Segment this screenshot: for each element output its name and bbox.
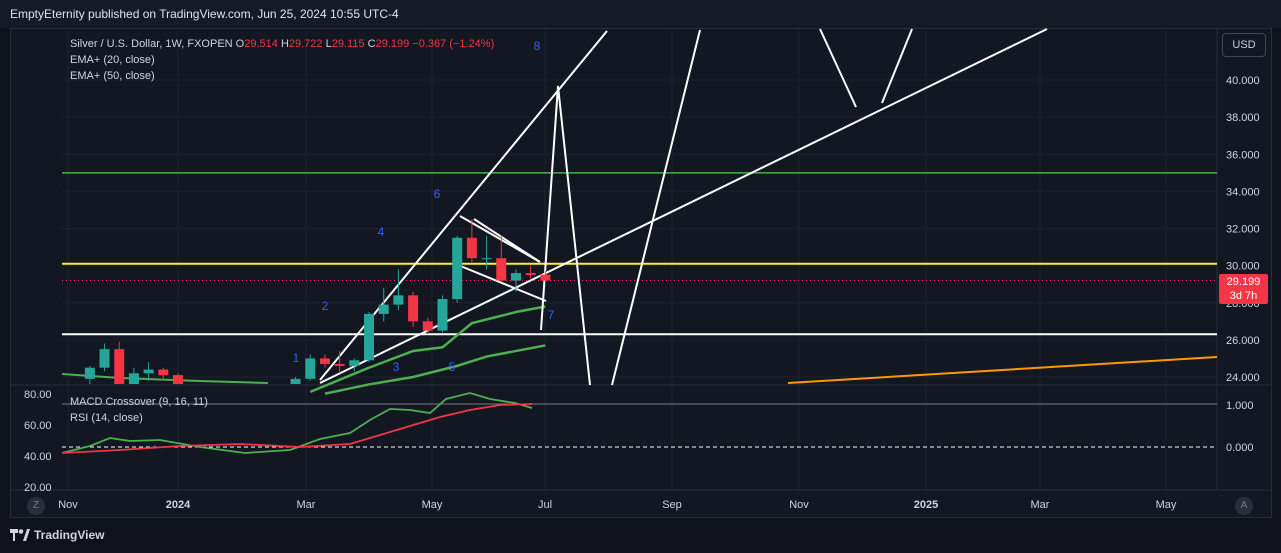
rsi-line xyxy=(61,403,533,454)
candle-body xyxy=(128,373,139,384)
price-tick-label: 34.000 xyxy=(1226,186,1260,198)
candle-body xyxy=(349,360,360,366)
candle-body xyxy=(408,295,419,322)
candle-body xyxy=(99,349,110,368)
candle-body xyxy=(84,367,95,379)
time-tick-label: Nov xyxy=(789,499,809,511)
rsi-tick-label: 80.00 xyxy=(24,389,52,401)
legend-change: −0.367 (−1.24%) xyxy=(412,38,495,50)
wave-label-6: 6 xyxy=(434,187,441,201)
tradingview-logo[interactable]: TradingView xyxy=(10,528,104,542)
time-tick-label: Nov xyxy=(58,499,78,511)
candle-body xyxy=(496,258,507,281)
price-tick-label: 24.000 xyxy=(1226,372,1260,384)
legend-open-label: O xyxy=(235,38,245,50)
time-tick-label: 2025 xyxy=(914,499,938,511)
price-tick-label: 40.000 xyxy=(1226,75,1260,87)
legend-ema-20[interactable]: EMA+ (20, close) xyxy=(70,54,155,66)
wave-label-5: 5 xyxy=(449,360,456,374)
rsi-tick-label: 60.00 xyxy=(24,420,52,432)
legend-close-value: 29.199 xyxy=(375,38,410,50)
time-tick-label: May xyxy=(1156,499,1177,511)
candle-body xyxy=(290,378,301,384)
candle-body xyxy=(510,273,521,281)
projection-spike-left xyxy=(540,85,591,386)
wave-label-2: 2 xyxy=(322,299,329,313)
rsi-tick-label: 40.00 xyxy=(24,451,52,463)
candle-body xyxy=(393,295,404,305)
candle-body xyxy=(334,364,345,366)
legend-open-value: 29.514 xyxy=(244,38,278,50)
time-tick-label: 2024 xyxy=(166,499,191,511)
time-tick-label: May xyxy=(422,499,443,511)
time-tick-label: Mar xyxy=(1031,499,1050,511)
candle-body xyxy=(525,273,536,275)
ema-50-line xyxy=(324,344,546,395)
rsi-tick-label: 20.00 xyxy=(24,482,52,494)
footer: TradingView xyxy=(0,518,1281,553)
publisher-bar: EmptyEternity published on TradingView.c… xyxy=(0,0,1281,28)
time-tick-label: Jul xyxy=(538,499,552,511)
chart-frame[interactable] xyxy=(10,28,1272,518)
projection-peak-right xyxy=(881,28,913,104)
wave-label-7: 7 xyxy=(548,308,555,322)
zoom-button[interactable]: Z xyxy=(27,497,45,515)
triangle-inner-edge xyxy=(473,218,541,263)
macd-tick-label: 0.000 xyxy=(1226,442,1254,454)
candle-body xyxy=(466,237,477,259)
publisher-text: EmptyEternity published on TradingView.c… xyxy=(10,7,399,21)
candle-body xyxy=(540,274,551,281)
candle-body xyxy=(158,369,169,376)
legend-high-value: 29.722 xyxy=(288,38,323,50)
candle-body xyxy=(173,375,183,384)
legend-macd[interactable]: MACD Crossover (9, 16, 11) xyxy=(70,396,208,408)
price-tick-label: 30.000 xyxy=(1226,261,1260,273)
legend-close-label: C xyxy=(367,38,376,50)
candle-body xyxy=(481,258,492,260)
last-price-tag: 29.199 3d 7h xyxy=(1219,274,1268,304)
legend-low-value: 29.115 xyxy=(331,38,365,50)
candle-body xyxy=(422,321,433,331)
auto-scale-button[interactable]: A xyxy=(1235,497,1253,515)
candle-body xyxy=(437,299,448,331)
candle-body xyxy=(305,358,316,379)
macd-tick-label: 1.000 xyxy=(1226,400,1254,412)
ema-20-line xyxy=(309,305,546,394)
legend-rsi[interactable]: RSI (14, close) xyxy=(70,412,143,424)
candle-body xyxy=(114,349,125,384)
price-tick-label: 36.000 xyxy=(1226,149,1260,161)
tradingview-logo-text: TradingView xyxy=(34,528,105,542)
legend-high-label: H xyxy=(280,38,289,50)
time-tick-label: Mar xyxy=(297,499,316,511)
wave-label-4: 4 xyxy=(378,225,385,239)
macd-line xyxy=(61,392,533,454)
time-tick-label: Sep xyxy=(662,499,682,511)
price-tick-label: 26.000 xyxy=(1226,335,1260,347)
candle-body xyxy=(143,369,154,374)
wave-label-8: 8 xyxy=(534,39,541,53)
legend-ema-50[interactable]: EMA+ (50, close) xyxy=(70,70,155,82)
triangle-lower-edge xyxy=(457,264,547,302)
price-tick-label: 38.000 xyxy=(1226,112,1260,124)
indicator-legend: MACD Crossover (9, 16, 11) RSI (14, clos… xyxy=(70,394,208,426)
legend-low-label: L xyxy=(325,38,332,50)
candle-body xyxy=(319,358,330,365)
orange-trend-line xyxy=(787,356,1218,384)
price-tick-label: 32.000 xyxy=(1226,224,1260,236)
last-price-value: 29.199 xyxy=(1226,276,1261,288)
candle-body xyxy=(452,237,463,300)
wave-label-3: 3 xyxy=(393,360,400,374)
projection-rise xyxy=(611,29,701,386)
candle-body xyxy=(364,313,375,361)
countdown-value: 3d 7h xyxy=(1229,290,1258,302)
wave-label-1: 1 xyxy=(293,351,300,365)
candle-body xyxy=(378,304,389,314)
main-legend: Silver / U.S. Dollar, 1W, FXOPEN O29.514… xyxy=(70,36,494,84)
legend-symbol: Silver / U.S. Dollar, 1W, FXOPEN xyxy=(70,38,233,50)
currency-button[interactable]: USD xyxy=(1222,33,1266,57)
tradingview-logo-icon xyxy=(10,529,30,541)
projection-peak-left xyxy=(819,28,857,108)
